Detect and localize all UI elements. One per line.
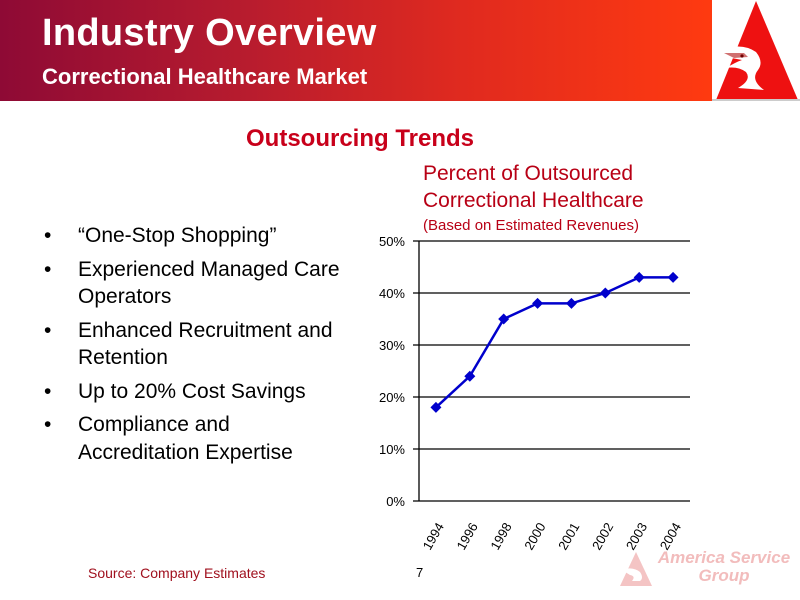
- america-service-group-logo-icon: [620, 552, 652, 586]
- bullet-item: • “One-Stop Shopping”: [44, 222, 344, 250]
- data-point: [565, 297, 577, 309]
- source-note: Source: Company Estimates: [88, 565, 266, 581]
- page-number: 7: [416, 565, 424, 580]
- data-point: [430, 401, 442, 413]
- series-line: [435, 276, 674, 409]
- brand-line-1: America Service: [657, 548, 791, 567]
- bullet-icon: •: [44, 257, 52, 281]
- page-title: Industry Overview: [42, 12, 377, 54]
- data-point: [633, 271, 645, 283]
- bullet-icon: •: [44, 379, 52, 403]
- bullet-icon: •: [44, 318, 52, 342]
- y-tick-label: 50%: [379, 234, 405, 249]
- x-tick-label: 1996: [453, 520, 480, 553]
- bullet-item: • Experienced Managed Care Operators: [44, 256, 344, 311]
- bullet-list: • “One-Stop Shopping” • Experienced Manage…: [44, 222, 344, 472]
- bullet-icon: •: [44, 413, 52, 436]
- bullet-text: Up to 20% Cost Savings: [78, 379, 306, 403]
- eagle-triangle-logo-icon: [712, 0, 800, 101]
- x-tick-label: 2002: [589, 520, 616, 553]
- data-point: [498, 313, 510, 325]
- section-title: Outsourcing Trends: [246, 125, 475, 152]
- data-point: [667, 271, 679, 283]
- bullet-item: • Enhanced Recruitment and Retention: [44, 317, 344, 372]
- y-tick-label: 40%: [379, 286, 405, 301]
- bullet-text: Experienced Managed Care Operators: [78, 257, 340, 309]
- bullet-text: Compliance and Accreditation Expertise: [78, 413, 293, 464]
- data-point: [532, 297, 544, 309]
- brand-line-2: Group: [698, 566, 750, 585]
- chart-series: [430, 271, 679, 413]
- y-tick-label: 20%: [379, 390, 405, 405]
- data-point: [464, 370, 476, 382]
- y-tick-label: 0%: [386, 494, 405, 509]
- bullet-item: • Up to 20% Cost Savings: [44, 378, 344, 406]
- x-tick-label: 1998: [487, 520, 514, 553]
- chart-subtitle: (Based on Estimated Revenues): [423, 217, 639, 234]
- page-subtitle: Correctional Healthcare Market: [42, 64, 368, 89]
- header-banner: Industry Overview Correctional Healthcar…: [0, 0, 712, 101]
- bullet-item: • Compliance and Accreditation Expertise: [44, 411, 344, 466]
- y-tick-label: 10%: [379, 442, 405, 457]
- bullet-text: Enhanced Recruitment and Retention: [78, 318, 333, 370]
- x-tick-label: 1994: [420, 520, 447, 553]
- bullet-icon: •: [44, 224, 52, 247]
- chart-gridlines: [413, 240, 690, 502]
- bullet-text: “One-Stop Shopping”: [78, 224, 277, 247]
- y-axis-ticks: 0% 10% 20% 30% 40% 50%: [379, 234, 405, 509]
- x-tick-label: 2000: [521, 520, 548, 553]
- chart-title: Percent of Outsourced Correctional Healt…: [423, 162, 644, 212]
- y-tick-label: 30%: [379, 338, 405, 353]
- data-point: [599, 287, 611, 299]
- logo-underline: [712, 99, 800, 101]
- brand-name: America Service Group: [650, 549, 798, 585]
- x-tick-label: 2001: [555, 520, 582, 553]
